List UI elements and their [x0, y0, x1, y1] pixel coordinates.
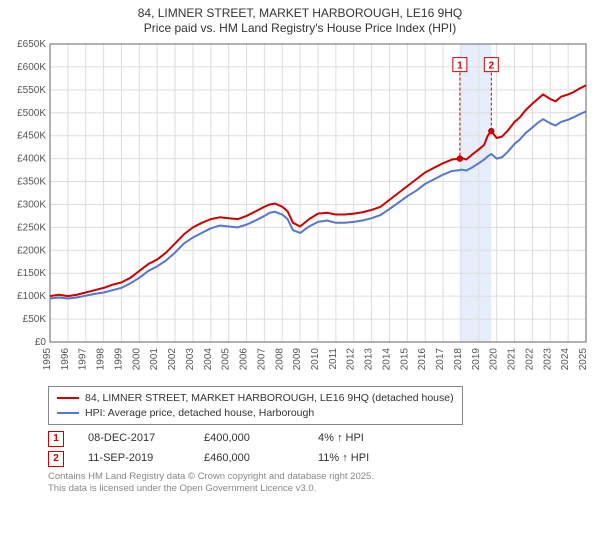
svg-text:£550K: £550K: [17, 85, 46, 96]
svg-text:2001: 2001: [149, 348, 160, 371]
svg-text:1999: 1999: [113, 348, 124, 371]
svg-text:2024: 2024: [560, 348, 571, 371]
svg-text:1998: 1998: [96, 348, 107, 371]
svg-text:£0: £0: [35, 337, 47, 348]
legend-label: 84, LIMNER STREET, MARKET HARBOROUGH, LE…: [85, 391, 454, 406]
svg-text:2021: 2021: [507, 348, 518, 371]
svg-text:2009: 2009: [292, 348, 303, 371]
svg-text:2: 2: [489, 61, 495, 72]
sales-table: 1 08-DEC-2017 £400,000 4% ↑ HPI 2 11-SEP-2019…: [48, 429, 592, 469]
sale-price: £400,000: [204, 429, 294, 449]
svg-text:£450K: £450K: [17, 131, 46, 142]
svg-text:1996: 1996: [60, 348, 71, 371]
sale-marker-icon: 2: [48, 451, 64, 467]
svg-text:2017: 2017: [435, 348, 446, 371]
svg-text:2020: 2020: [489, 348, 500, 371]
svg-text:£250K: £250K: [17, 222, 46, 233]
svg-text:£500K: £500K: [17, 108, 46, 119]
svg-text:2007: 2007: [256, 348, 267, 371]
svg-text:£650K: £650K: [17, 40, 46, 50]
svg-text:£100K: £100K: [17, 291, 46, 302]
svg-text:£200K: £200K: [17, 245, 46, 256]
legend-item: HPI: Average price, detached house, Harb…: [57, 406, 454, 421]
svg-text:2003: 2003: [185, 348, 196, 371]
svg-text:2025: 2025: [578, 348, 589, 371]
plot-area: £0 £50K £100K £150K £200K £250K £300K £350K £400…: [8, 40, 592, 380]
svg-text:2023: 2023: [542, 348, 553, 371]
svg-text:1995: 1995: [42, 348, 53, 371]
svg-text:£400K: £400K: [17, 154, 46, 165]
svg-text:2018: 2018: [453, 348, 464, 371]
svg-text:£150K: £150K: [17, 268, 46, 279]
svg-text:£600K: £600K: [17, 62, 46, 73]
sale-delta: 4% ↑ HPI: [318, 429, 418, 449]
legend-item: 84, LIMNER STREET, MARKET HARBOROUGH, LE…: [57, 391, 454, 406]
chart-svg: £0 £50K £100K £150K £200K £250K £300K £350K £400…: [8, 40, 592, 380]
svg-text:2002: 2002: [167, 348, 178, 371]
legend-swatch: [57, 397, 79, 399]
svg-text:2013: 2013: [364, 348, 375, 371]
svg-text:£300K: £300K: [17, 199, 46, 210]
svg-text:2022: 2022: [524, 348, 535, 371]
legend-swatch: [57, 412, 79, 414]
svg-text:2005: 2005: [221, 348, 232, 371]
svg-text:2014: 2014: [381, 348, 392, 371]
chart-title-line2: Price paid vs. HM Land Registry's House …: [8, 21, 592, 36]
legend-label: HPI: Average price, detached house, Harb…: [85, 406, 314, 421]
svg-text:£50K: £50K: [23, 314, 47, 325]
svg-text:1997: 1997: [78, 348, 89, 371]
sale-date: 08-DEC-2017: [88, 429, 180, 449]
svg-text:2019: 2019: [471, 348, 482, 371]
chart-title-line1: 84, LIMNER STREET, MARKET HARBOROUGH, LE…: [8, 6, 592, 21]
sale-price: £460,000: [204, 449, 294, 469]
svg-text:2011: 2011: [328, 348, 339, 370]
legend: 84, LIMNER STREET, MARKET HARBOROUGH, LE…: [48, 386, 463, 425]
svg-text:2016: 2016: [417, 348, 428, 371]
svg-text:2012: 2012: [346, 348, 357, 371]
svg-text:2000: 2000: [131, 348, 142, 371]
svg-text:£350K: £350K: [17, 177, 46, 188]
sale-row: 2 11-SEP-2019 £460,000 11% ↑ HPI: [48, 449, 592, 469]
sale-marker-icon: 1: [48, 431, 64, 447]
footer-line1: Contains HM Land Registry data © Crown c…: [48, 471, 592, 483]
footer-attribution: Contains HM Land Registry data © Crown c…: [48, 471, 592, 495]
svg-text:2006: 2006: [239, 348, 250, 371]
sale-date: 11-SEP-2019: [88, 449, 180, 469]
svg-text:1: 1: [457, 61, 463, 72]
svg-text:2015: 2015: [399, 348, 410, 371]
svg-text:2004: 2004: [203, 348, 214, 371]
chart-container: 84, LIMNER STREET, MARKET HARBOROUGH, LE…: [0, 0, 600, 499]
sale-delta: 11% ↑ HPI: [318, 449, 418, 469]
sale-row: 1 08-DEC-2017 £400,000 4% ↑ HPI: [48, 429, 592, 449]
svg-text:2010: 2010: [310, 348, 321, 371]
footer-line2: This data is licensed under the Open Gov…: [48, 483, 592, 495]
svg-text:2008: 2008: [274, 348, 285, 371]
